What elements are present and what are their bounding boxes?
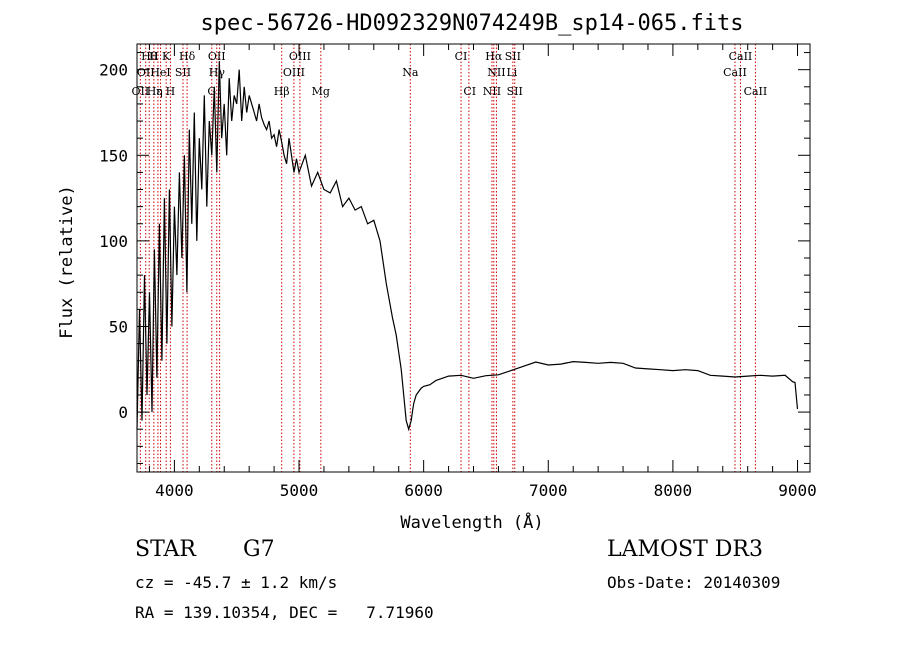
spectral-line-label: CaII — [723, 66, 747, 79]
spectral-line-label: G — [207, 85, 216, 98]
x-axis-label: Wavelength (Å) — [400, 511, 543, 533]
axis-ticks: 4000 5000 6000 7000 8000 9000 0 50 100 150 200 — [99, 44, 817, 500]
spectral-line-label: Hε — [147, 85, 163, 98]
x-tick-label: 8000 — [654, 481, 693, 500]
spectral-line-label: SII — [507, 85, 523, 98]
ra-dec: RA = 139.10354, DEC = 7.71960 — [135, 603, 434, 622]
x-tick-label: 7000 — [529, 481, 568, 500]
spectral-line-label: OIII — [289, 50, 311, 63]
spectral-line-label: K — [162, 50, 171, 63]
chart-title: spec-56726-HD092329N074249B_sp14-065.fit… — [200, 11, 743, 36]
spectral-line-label: HeI — [150, 66, 170, 79]
redshift-cz: cz = -45.7 ± 1.2 km/s — [135, 573, 338, 592]
y-tick-label: 150 — [99, 146, 128, 165]
spectral-line-label: CI — [463, 85, 476, 98]
spectral-line-label: CaII — [744, 85, 768, 98]
spectral-line-label: Li — [506, 66, 517, 79]
spectral-line-label: CI — [455, 50, 468, 63]
object-class: G7 — [243, 537, 275, 562]
spectral-line-label: OII — [132, 85, 150, 98]
spectral-line-label: Hθ — [141, 50, 158, 63]
plot-frame — [136, 43, 811, 473]
spectrum-line — [136, 61, 799, 432]
x-tick-label: 6000 — [404, 481, 443, 500]
spectral-line-label: Hγ — [209, 66, 226, 79]
spectral-line-label: Hβ — [274, 85, 290, 98]
obs-date: Obs-Date: 20140309 — [607, 573, 781, 592]
spectral-line-label: SII — [175, 66, 191, 79]
spectral-line-label: H — [149, 50, 159, 63]
spectral-line-label: OII — [208, 50, 226, 63]
spectral-line-label: CaII — [729, 50, 753, 63]
survey-name: LAMOST DR3 — [607, 537, 763, 562]
spectral-line-label: H — [166, 85, 176, 98]
x-tick-label: 4000 — [155, 481, 194, 500]
spectral-line-label: SII — [505, 50, 521, 63]
y-tick-label: 100 — [99, 232, 128, 251]
y-axis-label: Flux (relative) — [57, 185, 77, 339]
y-tick-label: 200 — [99, 61, 128, 80]
y-tick-label: 0 — [118, 403, 128, 422]
object-type: STAR — [135, 537, 196, 562]
spectral-line-label: NII — [483, 85, 501, 98]
x-tick-label: 5000 — [280, 481, 319, 500]
spectral-line-label: Mg — [312, 85, 330, 98]
spectral-line-label: Hδ — [179, 50, 196, 63]
spectral-line-label: NII — [487, 66, 505, 79]
spectral-line-label: η — [156, 85, 163, 98]
x-tick-label: 9000 — [778, 481, 817, 500]
y-tick-label: 50 — [109, 317, 128, 336]
spectral-line-label: OIII — [283, 66, 305, 79]
spectral-line-label: Hα — [485, 50, 503, 63]
spectral-line-label: Na — [402, 66, 419, 79]
